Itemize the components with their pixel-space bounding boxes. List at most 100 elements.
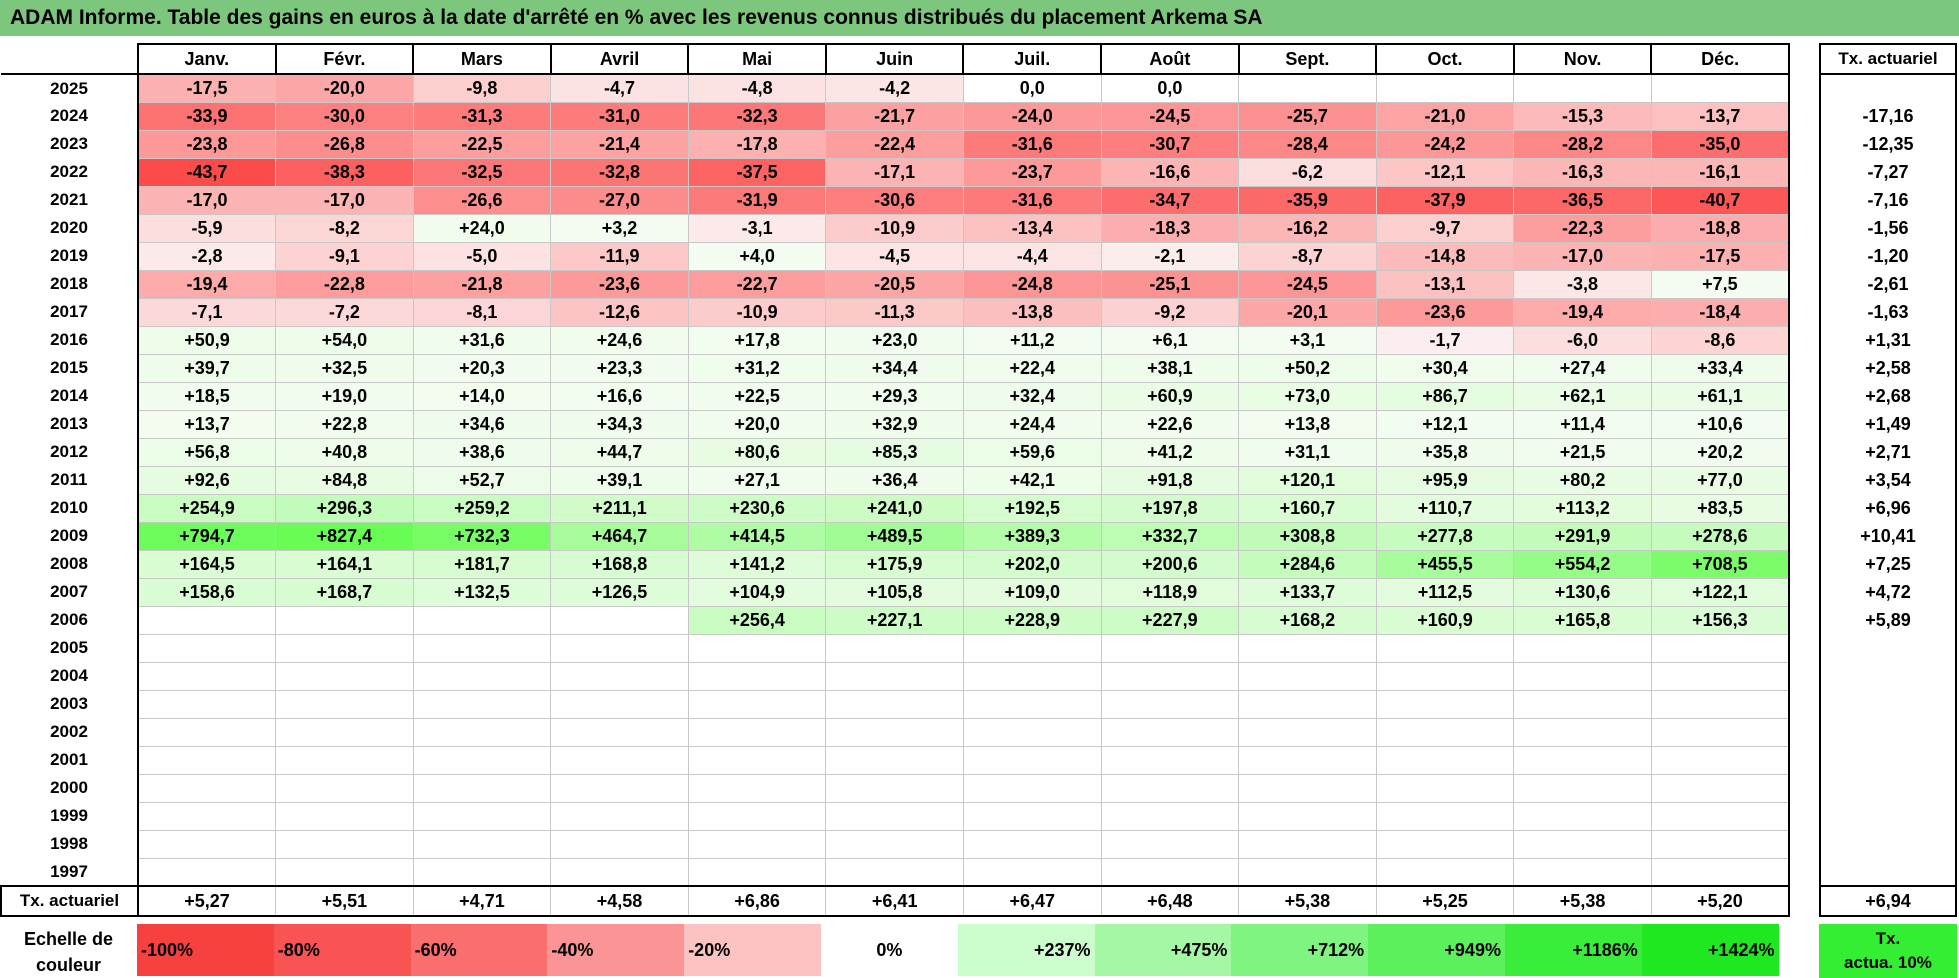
gain-cell: -19,4 [137, 269, 277, 299]
gain-cell: +11,4 [1513, 409, 1652, 439]
gain-cell: +168,8 [550, 549, 689, 579]
gain-cell [825, 661, 964, 691]
gain-cell: -36,5 [1513, 185, 1652, 215]
gain-cell: -11,9 [550, 241, 689, 271]
gain-cell: -16,1 [1650, 157, 1790, 187]
gain-cell [275, 801, 414, 831]
gain-cell [137, 717, 277, 747]
gain-cell: -13,4 [962, 213, 1102, 243]
gain-cell: -40,7 [1650, 185, 1790, 215]
color-scale-swatch: -60% [410, 924, 548, 976]
gain-cell: +86,7 [1375, 381, 1515, 411]
gain-cell [1650, 829, 1790, 859]
table-row: 2001 [1, 745, 1790, 775]
color-scale-swatch: 0% [820, 924, 958, 976]
gain-cell [412, 717, 552, 747]
gain-cell: +732,3 [412, 521, 552, 551]
gain-cell: +32,4 [962, 381, 1102, 411]
tx-cell: -2,61 [1819, 270, 1957, 298]
gain-cell [687, 661, 827, 691]
table-row: 2012 +56,8 +40,8 +38,6 +44,7 +80,6 +85,3 +59,6 +… [1, 437, 1790, 467]
gain-cell: -13,8 [962, 297, 1102, 327]
tx-cell: +2,71 [1819, 438, 1957, 466]
tx-cell: -17,16 [1819, 102, 1957, 130]
gain-cell: -30,7 [1100, 129, 1240, 159]
table-row: 2000 [1, 773, 1790, 803]
gain-cell: +19,0 [275, 381, 414, 411]
gain-cell [550, 857, 689, 887]
tx-cell [1819, 774, 1957, 802]
year-label: 2007 [1, 578, 139, 606]
gain-cell: -26,8 [275, 129, 414, 159]
gain-cell: -8,2 [275, 213, 414, 243]
gain-cell: +20,3 [412, 353, 552, 383]
gain-cell: -17,0 [1513, 241, 1652, 271]
gain-cell [1238, 73, 1377, 103]
gain-cell [687, 829, 827, 859]
gain-cell [1513, 857, 1652, 887]
color-scale-swatch: +712% [1231, 924, 1369, 976]
table-row: 2016 +50,9 +54,0 +31,6 +24,6 +17,8 +23,0 +11,2 +… [1, 325, 1790, 355]
gain-cell: +256,4 [687, 605, 827, 635]
gain-cell: -37,5 [687, 157, 827, 187]
tx-cell: +6,96 [1819, 494, 1957, 522]
gain-cell: -20,0 [275, 73, 414, 103]
gain-cell: -20,5 [825, 269, 964, 299]
gain-cell: +21,5 [1513, 437, 1652, 467]
gain-cell: +24,0 [412, 213, 552, 243]
gain-cell: +59,6 [962, 437, 1102, 467]
gain-cell: -23,7 [962, 157, 1102, 187]
tx-cell [1819, 662, 1957, 690]
gain-cell [550, 689, 689, 719]
tx-cell [1819, 718, 1957, 746]
year-label: 2019 [1, 242, 139, 270]
gain-cell: +112,5 [1375, 577, 1515, 607]
color-scale-swatch: -80% [273, 924, 411, 976]
tx-cell: -1,56 [1819, 214, 1957, 242]
tx-scale-line1: Tx. [1875, 929, 1901, 948]
gain-cell: -7,2 [275, 297, 414, 327]
year-label: 2012 [1, 438, 139, 466]
gain-cell [1375, 661, 1515, 691]
table-row: 2006 +256,4 +227,1 +228,9 +227,9 +168,2 +160,9… [1, 605, 1790, 635]
year-label: 2021 [1, 186, 139, 214]
year-label: 2000 [1, 774, 139, 802]
gain-cell: -43,7 [137, 157, 277, 187]
gain-cell: +22,5 [687, 381, 827, 411]
gain-cell [550, 773, 689, 803]
gain-cell: +109,0 [962, 577, 1102, 607]
gain-cell: +291,9 [1513, 521, 1652, 551]
color-scale-label: Echelle de couleur [0, 922, 137, 978]
gain-cell: +794,7 [137, 521, 277, 551]
gain-cell: +284,6 [1238, 549, 1377, 579]
gain-cell [1650, 801, 1790, 831]
gain-cell [1375, 745, 1515, 775]
gain-cell: -19,4 [1513, 297, 1652, 327]
gain-cell: +141,2 [687, 549, 827, 579]
gain-cell: 0,0 [962, 73, 1102, 103]
gain-cell: -9,2 [1100, 297, 1240, 327]
table-row: 2003 [1, 689, 1790, 719]
gain-cell: +27,1 [687, 465, 827, 495]
gain-cell: +230,6 [687, 493, 827, 523]
gain-cell: +113,2 [1513, 493, 1652, 523]
gain-cell: +14,0 [412, 381, 552, 411]
gain-cell: -7,1 [137, 297, 277, 327]
gain-cell: -23,6 [1375, 297, 1515, 327]
tx-cell: -7,27 [1819, 158, 1957, 186]
month-header: Janv. [137, 43, 277, 75]
footer-cell: +5,51 [275, 885, 414, 917]
gain-cell: +44,7 [550, 437, 689, 467]
gain-cell: +39,1 [550, 465, 689, 495]
gain-cell: -25,1 [1100, 269, 1240, 299]
gain-cell: +91,8 [1100, 465, 1240, 495]
gain-cell: -38,3 [275, 157, 414, 187]
gain-cell: -33,9 [137, 101, 277, 131]
year-label: 2006 [1, 606, 139, 634]
table-row: 2015 +39,7 +32,5 +20,3 +23,3 +31,2 +34,4 +22,4 +… [1, 353, 1790, 383]
gain-cell [412, 829, 552, 859]
month-header: Août [1100, 43, 1240, 75]
gain-cell: +308,8 [1238, 521, 1377, 551]
gain-cell: +197,8 [1100, 493, 1240, 523]
year-label: 2004 [1, 662, 139, 690]
